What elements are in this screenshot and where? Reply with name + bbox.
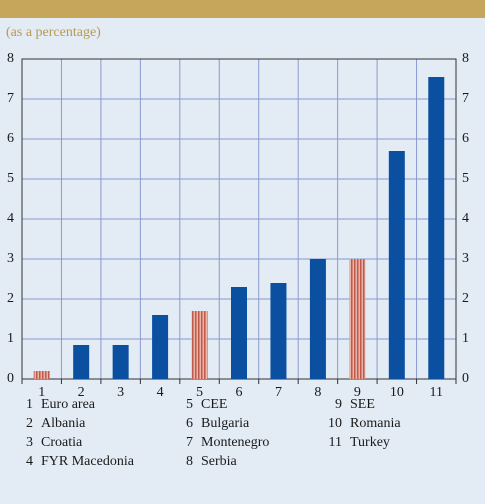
- y-tick-label: 8: [7, 51, 14, 66]
- legend-label: Euro area: [41, 397, 96, 412]
- legend-label: Albania: [41, 416, 86, 431]
- legend-label: Bulgaria: [201, 416, 250, 431]
- legend-number: 3: [26, 435, 33, 450]
- x-tick-label: 7: [275, 385, 282, 400]
- legend-label: Montenegro: [201, 435, 269, 450]
- x-tick-label: 2: [78, 385, 85, 400]
- legend-number: 4: [26, 454, 33, 469]
- y-tick-label: 5: [7, 171, 14, 186]
- y-tick-label: 2: [7, 291, 14, 306]
- legend-label: SEE: [350, 397, 375, 412]
- legend-number: 5: [186, 397, 193, 412]
- bar: [112, 345, 129, 379]
- header-band: [0, 0, 485, 18]
- legend-number: 7: [186, 435, 193, 450]
- bar: [309, 259, 326, 379]
- x-tick-label: 9: [354, 385, 361, 400]
- bar: [152, 315, 169, 379]
- legend-number: 8: [186, 454, 193, 469]
- y2-tick-label: 7: [462, 91, 469, 106]
- y2-tick-label: 8: [462, 51, 469, 66]
- bar: [33, 371, 50, 379]
- legend-label: Serbia: [201, 454, 238, 469]
- bar: [428, 77, 445, 379]
- bar: [270, 283, 287, 379]
- y-tick-label: 3: [7, 251, 14, 266]
- legend-label: FYR Macedonia: [41, 454, 135, 469]
- legend-number: 1: [26, 397, 33, 412]
- y2-tick-label: 0: [462, 371, 469, 386]
- legend-label: Turkey: [350, 435, 390, 450]
- bar: [388, 151, 405, 379]
- y2-tick-label: 3: [462, 251, 469, 266]
- legend-number: 6: [186, 416, 193, 431]
- bar: [231, 287, 247, 379]
- y2-tick-label: 1: [462, 331, 469, 346]
- y-tick-label: 6: [7, 131, 14, 146]
- legend-number: 10: [328, 416, 342, 431]
- legend-number: 11: [329, 435, 342, 450]
- y-tick-label: 1: [7, 331, 14, 346]
- legend-number: 9: [335, 397, 342, 412]
- y2-tick-label: 2: [462, 291, 469, 306]
- x-tick-label: 1: [38, 385, 45, 400]
- y2-tick-label: 4: [462, 211, 469, 226]
- x-tick-label: 11: [430, 385, 443, 400]
- y-tick-label: 4: [7, 211, 14, 226]
- x-tick-label: 5: [196, 385, 203, 400]
- legend-label: Croatia: [41, 435, 83, 450]
- bar: [191, 311, 208, 379]
- bar: [349, 259, 366, 379]
- x-tick-label: 6: [236, 385, 243, 400]
- bar: [73, 345, 90, 379]
- legend-number: 2: [26, 416, 33, 431]
- x-tick-label: 8: [314, 385, 321, 400]
- y2-tick-label: 5: [462, 171, 469, 186]
- x-tick-label: 4: [157, 385, 164, 400]
- legend-label: CEE: [201, 397, 227, 412]
- y-tick-label: 7: [7, 91, 14, 106]
- y-tick-label: 0: [7, 371, 14, 386]
- x-tick-label: 3: [117, 385, 124, 400]
- legend-label: Romania: [350, 416, 401, 431]
- chart-subtitle: (as a percentage): [6, 25, 101, 40]
- x-tick-label: 10: [390, 385, 404, 400]
- y2-tick-label: 6: [462, 131, 469, 146]
